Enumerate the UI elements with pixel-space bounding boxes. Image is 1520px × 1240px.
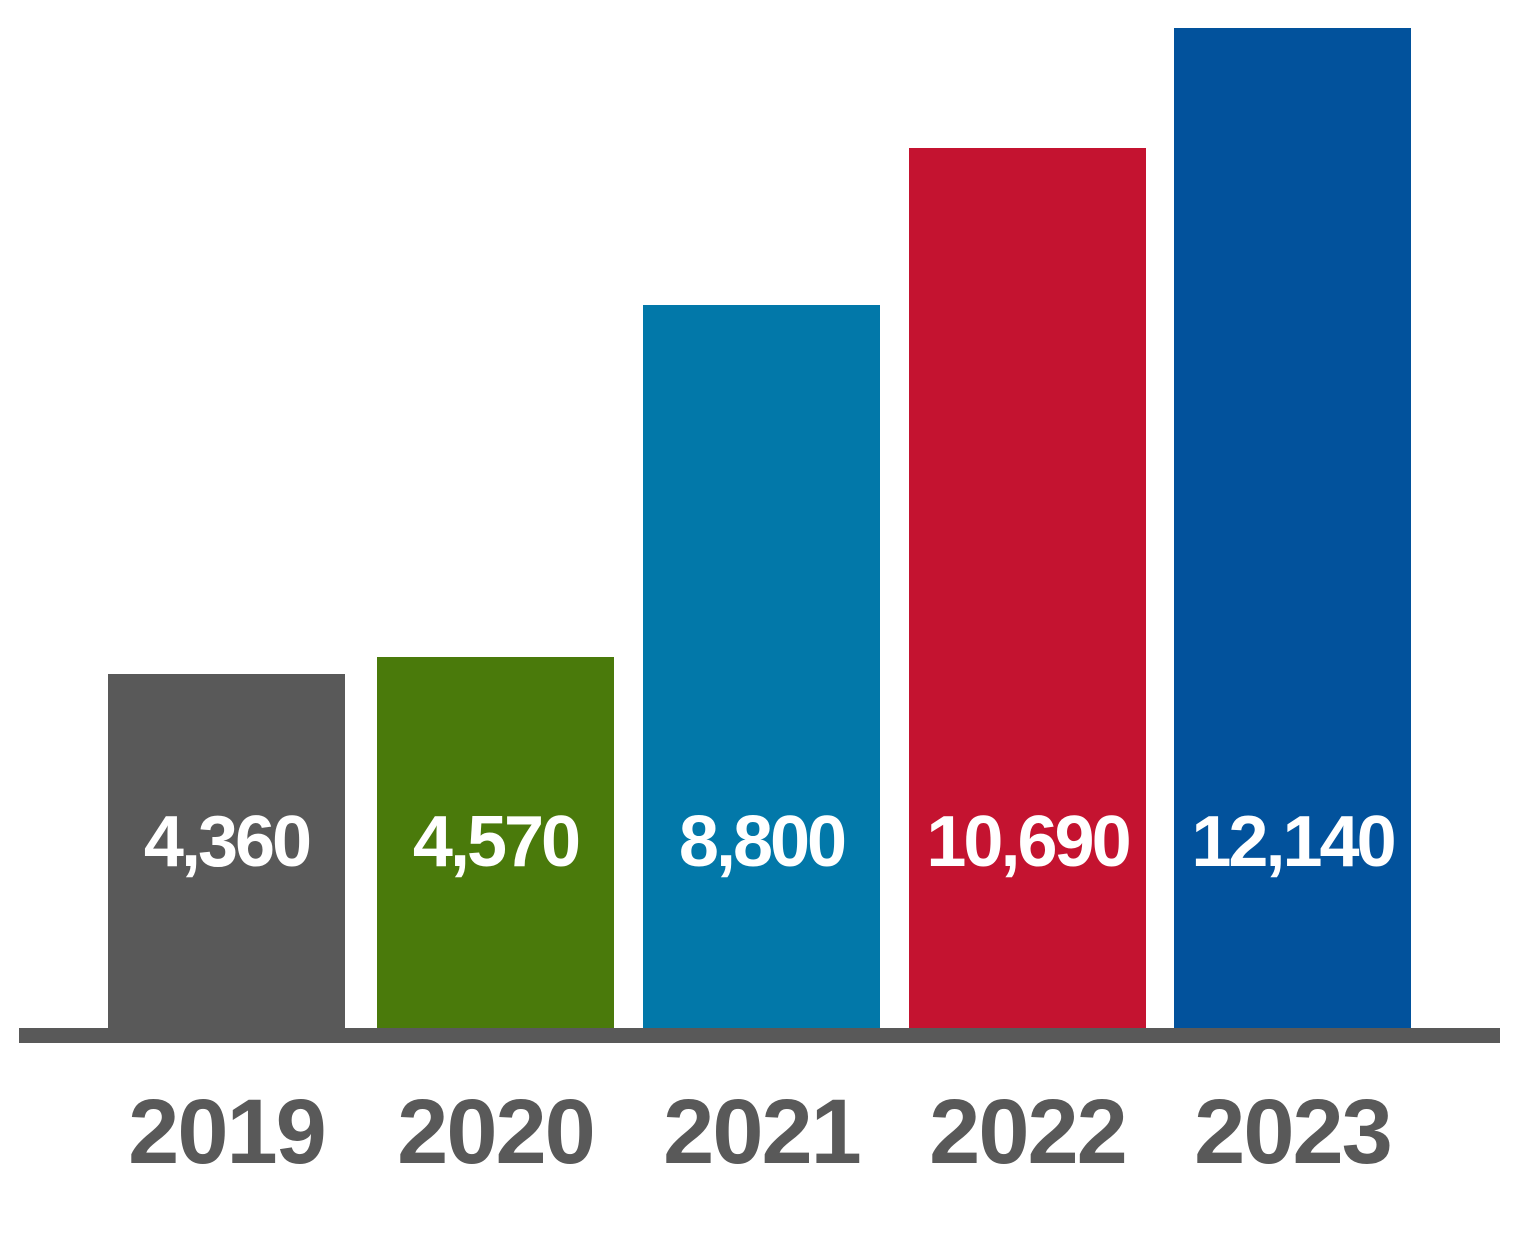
x-tick-label-2023: 2023 [1194,1081,1393,1183]
bar-2023 [1174,28,1411,1036]
value-label-2020: 4,570 [412,802,581,882]
x-tick-label-2019: 2019 [128,1081,327,1183]
x-tick-label-2020: 2020 [397,1081,596,1183]
bar-2021 [643,305,880,1036]
value-label-2023: 12,140 [1191,802,1396,882]
bar-2019 [108,674,345,1036]
x-tick-label-2022: 2022 [929,1081,1128,1183]
x-axis-line [19,1028,1500,1043]
value-label-2021: 8,800 [678,802,847,882]
value-label-2019: 4,360 [143,802,312,882]
value-label-2022: 10,690 [926,802,1131,882]
bar-2020 [377,657,614,1036]
bar-2022 [909,148,1146,1036]
x-tick-label-2021: 2021 [663,1081,862,1183]
